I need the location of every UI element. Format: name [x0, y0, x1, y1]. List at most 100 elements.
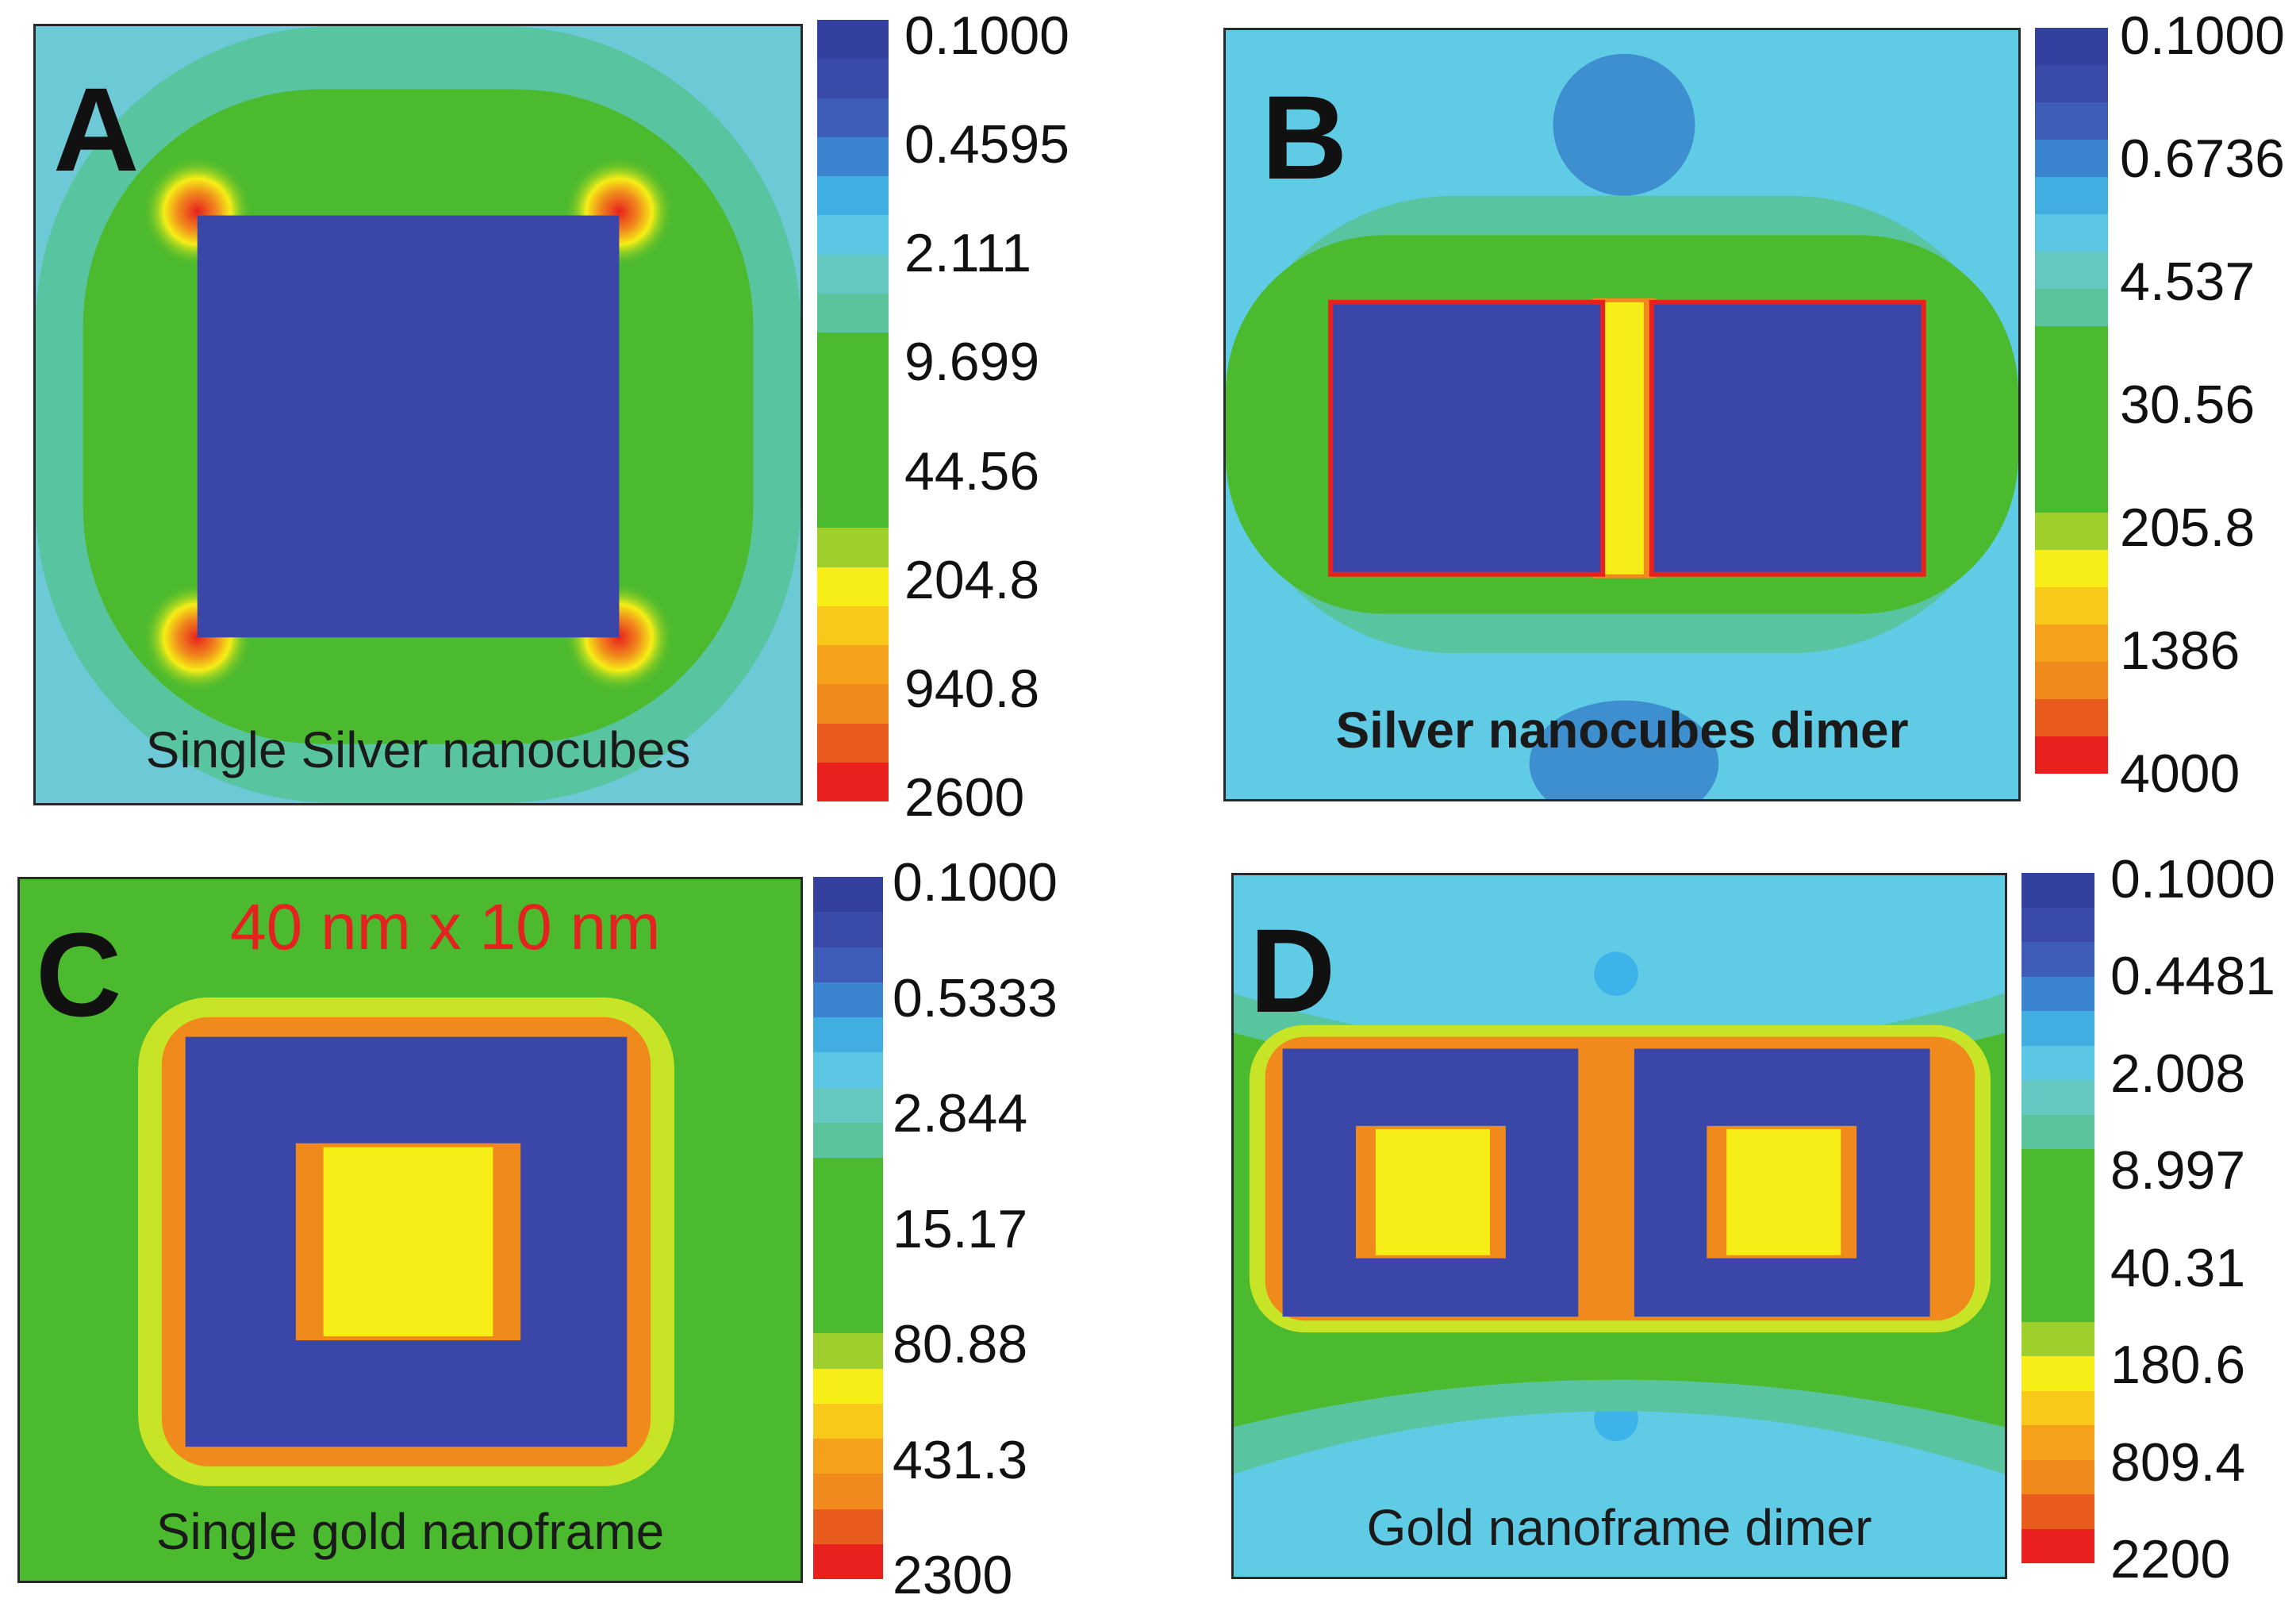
colorbar-a: [817, 20, 889, 801]
colorbar-segment: [2035, 438, 2108, 478]
colorbar-tick-label: 40.31: [2110, 1237, 2246, 1298]
field-map-c: C 40 nm x 10 nm Single gold nanoframe: [17, 877, 803, 1583]
colorbar-segment: [817, 489, 889, 531]
colorbar-segment: [817, 684, 889, 726]
colorbar-segment: [2021, 1425, 2094, 1462]
colorbar-d: [2021, 873, 2094, 1563]
colorbar-segment: [2035, 662, 2108, 701]
caption-d: Gold nanoframe dimer: [1366, 1499, 1872, 1556]
colorbar-segment: [817, 20, 889, 62]
colorbar-segment: [817, 528, 889, 570]
field-map-d: D Gold nanoframe dimer: [1231, 873, 2007, 1579]
colorbar-segment: [813, 1193, 883, 1231]
colorbar-segment: [817, 176, 889, 218]
silver-nanocube-b-right: [1649, 299, 1926, 577]
colorbar-segment: [2035, 625, 2108, 664]
colorbar-segment: [2021, 1390, 2094, 1428]
colorbar-segment: [2035, 326, 2108, 366]
inner-core-c: [323, 1147, 493, 1337]
colorbar-tick-label: 940.8: [904, 658, 1040, 719]
colorbar-segment: [817, 605, 889, 648]
colorbar-segment: [2021, 907, 2094, 944]
low-field-bottom-b: [1529, 700, 1719, 799]
colorbar-segment: [2035, 587, 2108, 627]
colorbar-segment: [2021, 1494, 2094, 1532]
colorbar-tick-label: 2.111: [904, 223, 1032, 284]
colorbar-tick-label: 809.4: [2110, 1432, 2246, 1493]
colorbar-tick-label: 0.1000: [2120, 6, 2285, 66]
colorbar-segment: [2021, 1114, 2094, 1151]
colorbar-tick-label: 204.8: [904, 549, 1040, 610]
colorbar-segment: [2035, 214, 2108, 254]
colorbar-segment: [2021, 1183, 2094, 1220]
colorbar-tick-label: 4.537: [2120, 252, 2256, 312]
colorbar-segment: [2021, 1356, 2094, 1393]
colorbar-tick-label: 0.1000: [904, 6, 1069, 66]
colorbar-segment: [817, 254, 889, 296]
colorbar-segment: [2035, 513, 2108, 552]
inner-core-d-right: [1726, 1128, 1841, 1255]
colorbar-tick-label: 0.6736: [2120, 129, 2285, 189]
colorbar-segment: [813, 1122, 883, 1160]
colorbar-tick-label: 15.17: [893, 1198, 1028, 1259]
colorbar-segment: [2035, 363, 2108, 403]
panel-letter-c: C: [36, 908, 122, 1041]
colorbar-tick-label: 0.4595: [904, 114, 1069, 175]
colorbar-segment: [2021, 1321, 2094, 1359]
colorbar-tick-label: 0.1000: [893, 852, 1058, 913]
colorbar-tick-label: 8.997: [2110, 1140, 2246, 1201]
colorbar-segment: [2021, 1149, 2094, 1186]
colorbar-segment: [2035, 252, 2108, 291]
colorbar-segment: [2021, 1045, 2094, 1082]
colorbar-segment: [817, 645, 889, 687]
colorbar-segment: [813, 1087, 883, 1125]
colorbar-segment: [817, 723, 889, 765]
colorbar-tick-label: 44.56: [904, 440, 1040, 502]
colorbar-tick-label: 4000: [2120, 744, 2240, 804]
colorbar-segment: [813, 1543, 883, 1579]
colorbar-segment: [813, 1158, 883, 1195]
colorbar-c: [813, 877, 883, 1579]
silver-nanocube-b-left: [1328, 299, 1606, 577]
colorbar-segment: [2021, 976, 2094, 1013]
colorbar-segment: [813, 1439, 883, 1476]
colorbar-segment: [817, 449, 889, 491]
colorbar-segment: [2021, 1459, 2094, 1497]
colorbar-tick-label: 80.88: [893, 1314, 1028, 1374]
colorbar-tick-label: 9.699: [904, 332, 1040, 393]
field-map-a: A Single Silver nanocubes: [33, 24, 803, 805]
colorbar-segment: [813, 1368, 883, 1406]
colorbar-segment: [2035, 699, 2108, 739]
colorbar-segment: [817, 371, 889, 413]
colorbar-segment: [2035, 475, 2108, 515]
colorbar-segment: [2035, 65, 2108, 105]
colorbar-segment: [817, 215, 889, 257]
colorbar-segment: [817, 410, 889, 452]
colorbar-segment: [2021, 1287, 2094, 1324]
colorbar-segment: [2035, 102, 2108, 142]
colorbar-segment: [2035, 28, 2108, 67]
colorbar-segment: [813, 877, 883, 914]
low-field-top-d: [1594, 951, 1638, 996]
colorbar-segment: [2035, 177, 2108, 217]
colorbar-segment: [813, 1333, 883, 1371]
colorbar-segment: [2021, 1011, 2094, 1048]
caption-c: Single gold nanoframe: [155, 1503, 665, 1560]
colorbar-segment: [813, 1228, 883, 1266]
panel-letter-b: B: [1261, 71, 1348, 204]
colorbar-segment: [813, 1298, 883, 1336]
low-field-top-b: [1553, 53, 1695, 196]
colorbar-tick-label: 0.5333: [893, 967, 1058, 1028]
colorbar-segment: [813, 1403, 883, 1441]
colorbar-segment: [2035, 550, 2108, 590]
colorbar-tick-label: 2200: [2110, 1529, 2231, 1589]
colorbar-segment: [2035, 289, 2108, 329]
colorbar-segment: [2021, 1218, 2094, 1255]
colorbar-segment: [2035, 736, 2108, 774]
silver-nanocube-a: [197, 215, 620, 638]
colorbar-tick-label: 2600: [904, 767, 1025, 828]
colorbar-tick-label: 0.4481: [2110, 946, 2275, 1007]
panel-letter-d: D: [1250, 904, 1336, 1037]
gap-core-b: [1604, 302, 1644, 575]
caption-a: Single Silver nanocubes: [145, 721, 691, 778]
